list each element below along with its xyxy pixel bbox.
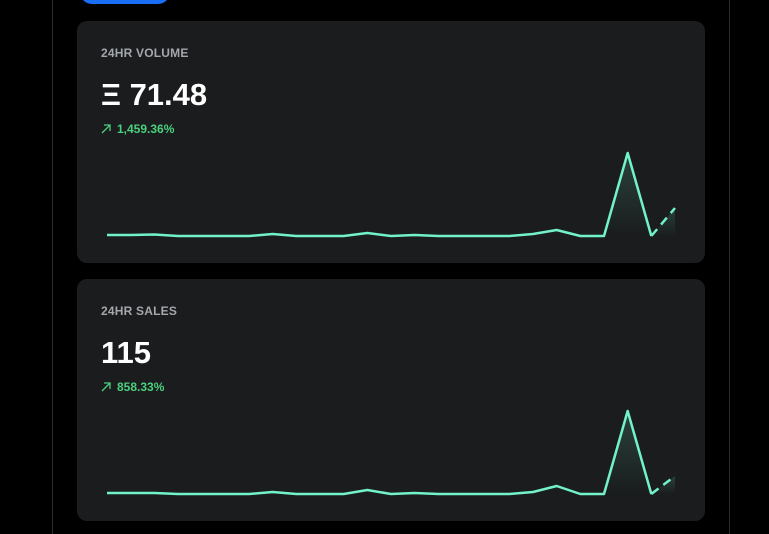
sparkline-area: [107, 411, 652, 494]
sparkline-area: [651, 208, 675, 236]
sparkline-line: [650, 207, 676, 237]
stat-label: 24HR SALES: [101, 304, 178, 318]
sparkline-line: [107, 409, 653, 496]
sparkline-line: [107, 151, 653, 238]
arrow-icon: [101, 382, 111, 392]
sparkline: [107, 151, 676, 238]
stat-change: 858.33%: [101, 380, 164, 394]
stat-value: Ξ 71.48: [101, 77, 208, 112]
stat-change: 1,459.36%: [101, 122, 174, 136]
divider: [729, 0, 730, 534]
change-text: 858.33%: [117, 380, 165, 394]
sparkline: [107, 409, 676, 496]
sparkline-line: [650, 475, 676, 495]
button[interactable]: [80, 0, 170, 4]
stat-card: 24HR SALES 115 858.33%: [77, 279, 705, 521]
change-text: 1,459.36%: [117, 122, 175, 136]
stat-label: 24HR VOLUME: [101, 46, 189, 60]
arrow-icon: [101, 124, 111, 134]
stat-card: 24HR VOLUME Ξ 71.48 1,459.36%: [77, 21, 705, 263]
stat-value: 115: [101, 335, 152, 370]
divider: [52, 0, 53, 534]
sparkline-area: [107, 153, 652, 236]
